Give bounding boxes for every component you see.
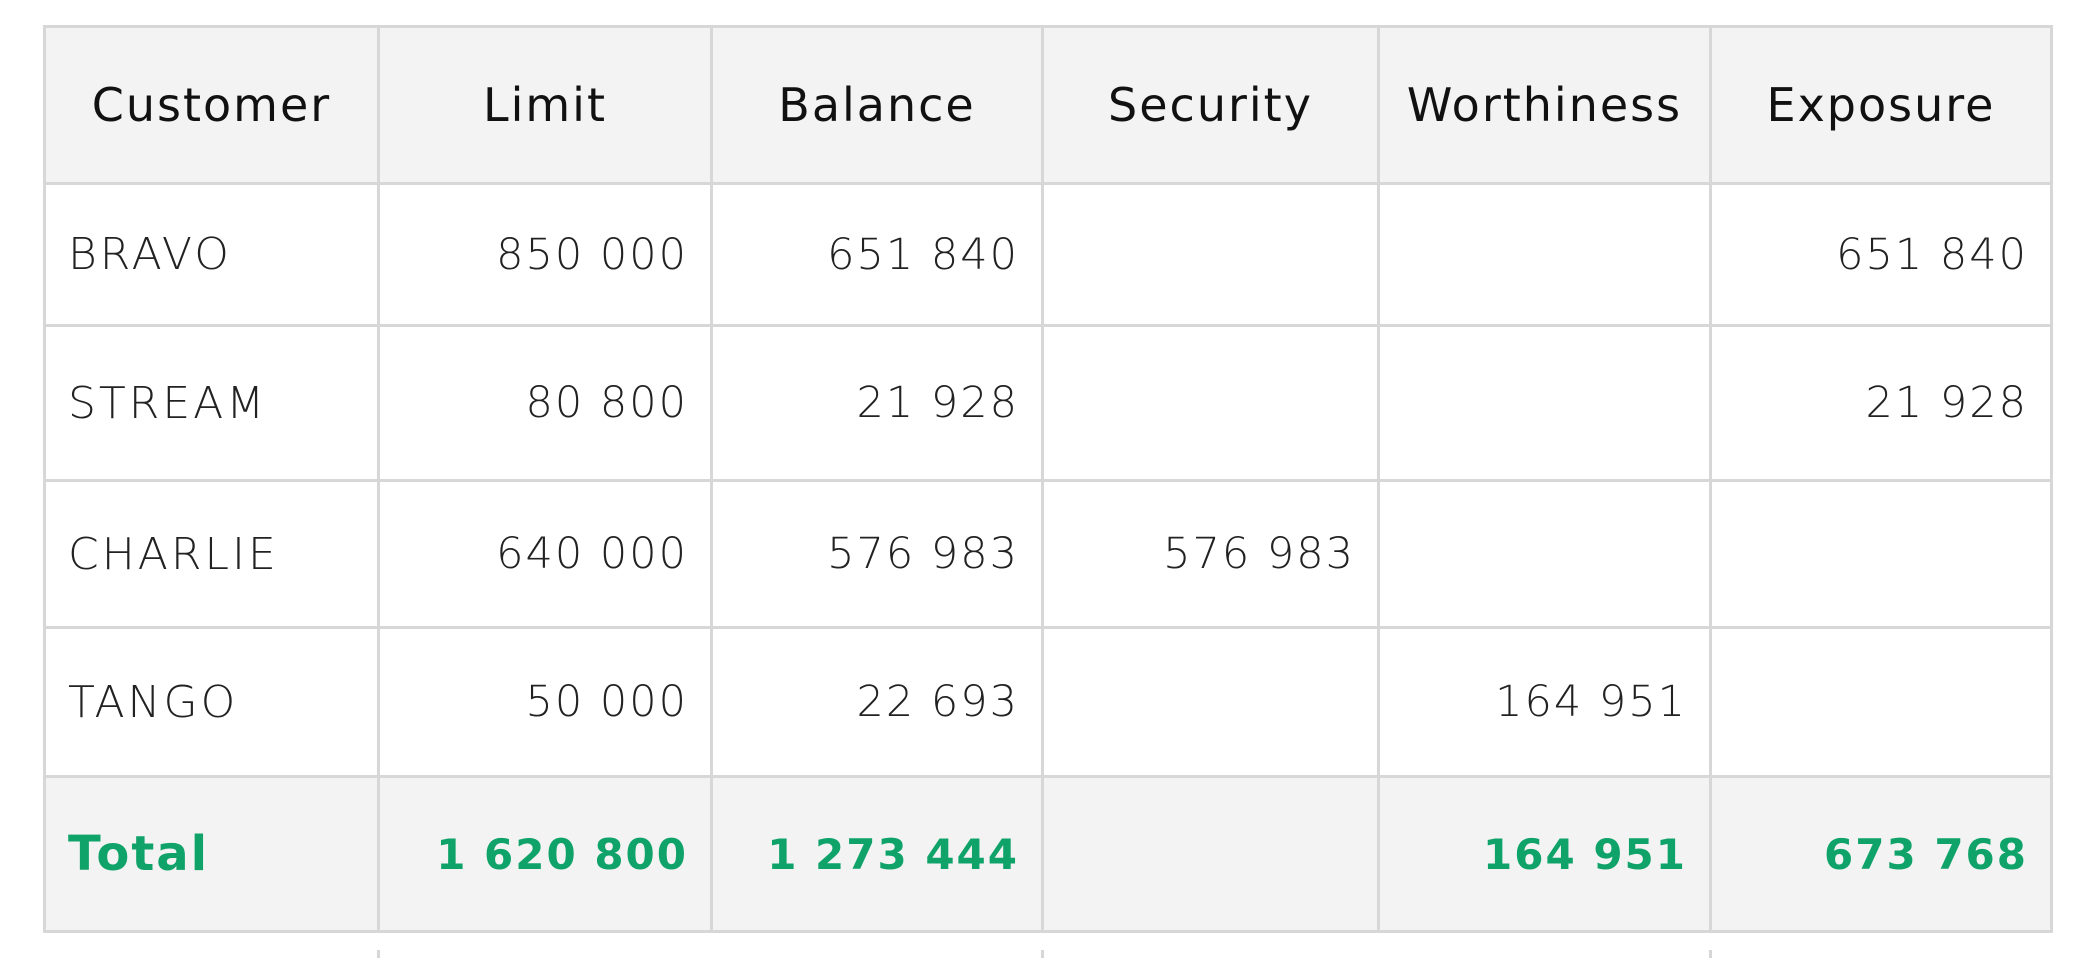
header-row: Customer Limit Balance Security Worthine…: [43, 25, 2053, 185]
cell-limit: 50 000: [377, 626, 713, 778]
table-row: STREAM 80 800 21 928 21 928: [43, 324, 2053, 482]
table-row: CHARLIE 640 000 576 983 576 983: [43, 479, 2053, 629]
cell-security: [1041, 626, 1380, 778]
gridline-stub: [1041, 950, 1044, 958]
cell-balance: 651 840: [710, 182, 1044, 327]
cell-worthiness: [1377, 479, 1712, 629]
total-row: Total 1 620 800 1 273 444 164 951 673 76…: [43, 775, 2053, 933]
cell-customer: CHARLIE: [43, 479, 380, 629]
cell-balance: 22 693: [710, 626, 1044, 778]
total-limit: 1 620 800: [377, 775, 713, 933]
cell-balance: 576 983: [710, 479, 1044, 629]
cell-worthiness: 164 951: [1377, 626, 1712, 778]
next-table-gridline-stubs: [43, 950, 2050, 958]
cell-security: 576 983: [1041, 479, 1380, 629]
total-worthiness: 164 951: [1377, 775, 1712, 933]
exposure-table: Customer Limit Balance Security Worthine…: [43, 25, 2053, 933]
total-label: Total: [43, 775, 380, 933]
exposure-table-container: Customer Limit Balance Security Worthine…: [43, 25, 2053, 933]
total-security: [1041, 775, 1380, 933]
cell-exposure: 21 928: [1709, 324, 2053, 482]
header-worthiness: Worthiness: [1377, 25, 1712, 185]
cell-exposure: [1709, 479, 2053, 629]
header-security: Security: [1041, 25, 1380, 185]
cell-exposure: 651 840: [1709, 182, 2053, 327]
cell-limit: 80 800: [377, 324, 713, 482]
cell-exposure: [1709, 626, 2053, 778]
gridline-stub: [377, 950, 380, 958]
cell-security: [1041, 182, 1380, 327]
header-customer: Customer: [43, 25, 380, 185]
cell-worthiness: [1377, 324, 1712, 482]
table-row: TANGO 50 000 22 693 164 951: [43, 626, 2053, 778]
cell-balance: 21 928: [710, 324, 1044, 482]
total-exposure: 673 768: [1709, 775, 2053, 933]
cell-limit: 850 000: [377, 182, 713, 327]
cell-limit: 640 000: [377, 479, 713, 629]
cell-customer: STREAM: [43, 324, 380, 482]
cell-customer: TANGO: [43, 626, 380, 778]
header-exposure: Exposure: [1709, 25, 2053, 185]
gridline-stub: [1709, 950, 1712, 958]
cell-security: [1041, 324, 1380, 482]
header-balance: Balance: [710, 25, 1044, 185]
cell-worthiness: [1377, 182, 1712, 327]
table-row: BRAVO 850 000 651 840 651 840: [43, 182, 2053, 327]
header-limit: Limit: [377, 25, 713, 185]
total-balance: 1 273 444: [710, 775, 1044, 933]
cell-customer: BRAVO: [43, 182, 380, 327]
